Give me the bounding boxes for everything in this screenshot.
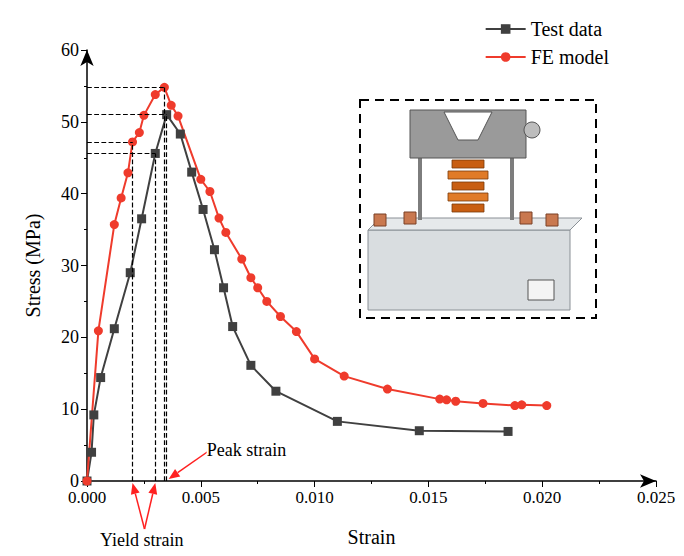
svg-text:Peak strain: Peak strain	[207, 440, 286, 460]
svg-text:Test data: Test data	[531, 18, 602, 40]
svg-text:Strain: Strain	[348, 526, 396, 548]
svg-text:0.015: 0.015	[409, 488, 447, 507]
svg-text:20: 20	[61, 327, 79, 347]
svg-text:Yield strain: Yield strain	[100, 530, 184, 550]
svg-text:60: 60	[61, 40, 79, 60]
svg-text:Stress (MPa): Stress (MPa)	[22, 214, 45, 318]
svg-text:0.000: 0.000	[68, 488, 106, 507]
svg-text:0.025: 0.025	[637, 488, 675, 507]
svg-text:0.010: 0.010	[295, 488, 333, 507]
svg-text:50: 50	[61, 112, 79, 132]
svg-text:0: 0	[70, 471, 79, 491]
svg-text:10: 10	[61, 399, 79, 419]
svg-text:FE model: FE model	[531, 46, 610, 68]
svg-text:40: 40	[61, 184, 79, 204]
svg-text:30: 30	[61, 256, 79, 276]
svg-text:0.005: 0.005	[182, 488, 220, 507]
svg-text:0.020: 0.020	[523, 488, 561, 507]
